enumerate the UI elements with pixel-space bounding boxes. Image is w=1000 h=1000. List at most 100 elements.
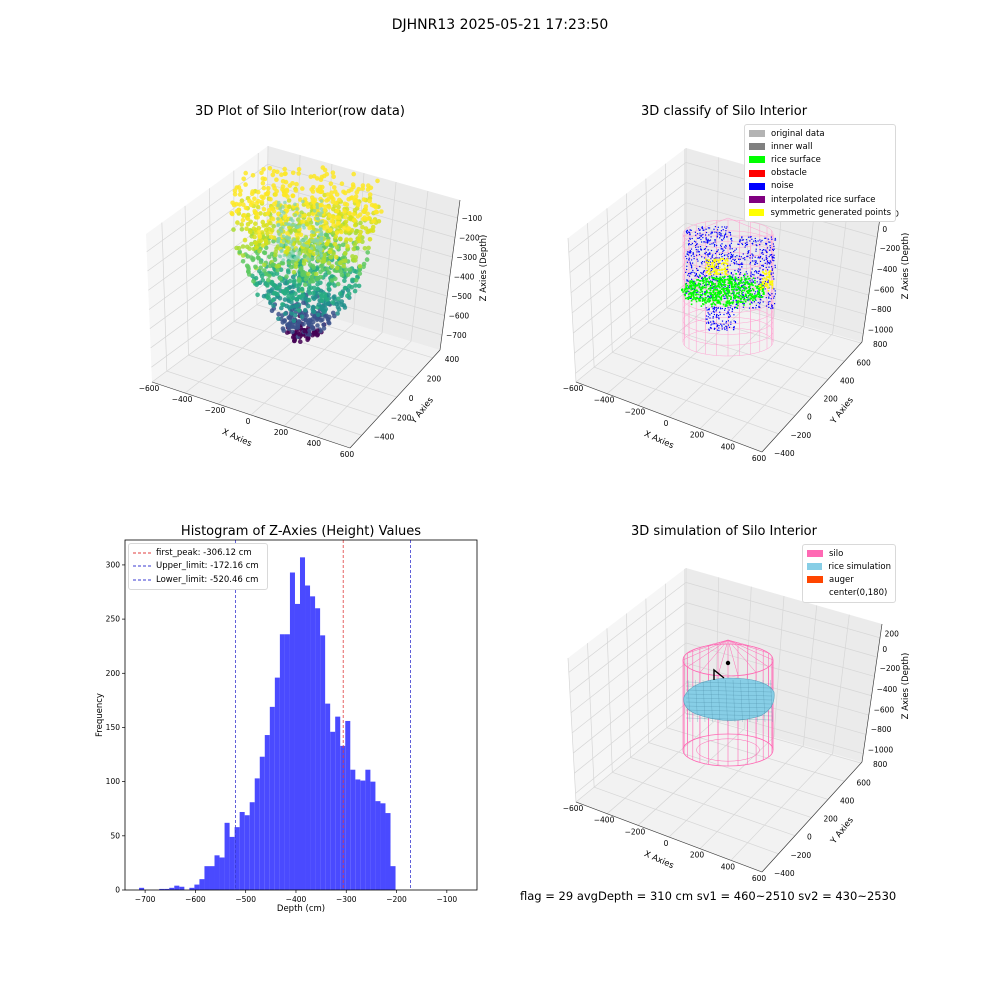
- data-point: [312, 209, 317, 213]
- data-point: [283, 200, 287, 205]
- data-point: [322, 167, 328, 173]
- rice-surface-point: [711, 283, 713, 286]
- noise-point: [691, 278, 693, 280]
- gridline: [571, 222, 872, 314]
- noise-point: [716, 251, 718, 253]
- rice-surface-point: [748, 278, 750, 280]
- noise-point: [690, 297, 692, 299]
- noise-point: [686, 261, 688, 263]
- rice-surface-point: [743, 281, 745, 284]
- noise-point: [743, 274, 745, 277]
- rice-surface-point: [731, 278, 734, 280]
- rice-surface-point: [721, 285, 723, 288]
- z-tick-label: −1000: [868, 746, 894, 755]
- gridline: [233, 170, 415, 378]
- rice-surface-point: [717, 302, 720, 304]
- data-point: [248, 219, 253, 225]
- noise-point: [709, 253, 711, 255]
- symmetric-point: [725, 262, 728, 265]
- noise-point: [709, 252, 711, 254]
- rice-surface-point: [720, 279, 723, 282]
- noise-point: [741, 294, 743, 296]
- data-point: [261, 195, 266, 200]
- data-point: [315, 216, 319, 221]
- data-point: [284, 187, 290, 193]
- noise-point: [754, 291, 757, 293]
- legend-item: Lower_limit: -520.46 cm: [133, 573, 263, 587]
- data-point: [325, 192, 331, 197]
- data-point: [319, 253, 324, 258]
- noise-point: [755, 250, 757, 252]
- noise-point: [714, 257, 717, 259]
- noise-point: [696, 254, 698, 256]
- gridline: [699, 185, 818, 429]
- rice-surface-point: [715, 294, 717, 297]
- rice-surface-point: [733, 281, 736, 283]
- rice-surface-point: [728, 300, 730, 302]
- noise-point: [730, 255, 732, 257]
- rice-surface-point: [725, 287, 728, 290]
- data-point: [339, 302, 345, 308]
- noise-point: [686, 268, 688, 271]
- rice-surface-point: [696, 297, 699, 299]
- noise-point: [721, 324, 723, 326]
- symmetric-point: [718, 261, 720, 264]
- data-point: [278, 207, 282, 211]
- noise-point: [705, 234, 707, 236]
- rice-surface-point: [732, 279, 735, 281]
- data-point: [365, 229, 370, 235]
- noise-point: [699, 296, 701, 298]
- data-point: [361, 197, 367, 202]
- rice-surface-point: [726, 296, 728, 298]
- noise-point: [766, 261, 768, 263]
- noise-point: [691, 266, 693, 268]
- rice-surface-point: [762, 288, 765, 290]
- noise-point: [754, 240, 757, 242]
- histogram-bar: [375, 801, 381, 890]
- noise-point: [721, 243, 723, 245]
- noise-point: [741, 266, 743, 268]
- noise-point: [766, 251, 768, 253]
- noise-point: [751, 260, 753, 262]
- noise-point: [767, 269, 769, 271]
- noise-point: [713, 328, 715, 330]
- data-point: [350, 257, 356, 263]
- noise-point: [735, 248, 737, 250]
- data-point: [352, 288, 358, 294]
- data-point: [373, 209, 379, 215]
- legend-swatch: [749, 143, 765, 151]
- noise-point: [733, 320, 735, 322]
- rice-surface-point: [758, 293, 760, 295]
- symmetric-point: [764, 284, 767, 286]
- noise-point: [763, 282, 766, 285]
- data-point: [355, 214, 361, 219]
- silo-roof-line: [717, 639, 729, 676]
- noise-point: [727, 256, 729, 258]
- rice-surface-point: [714, 285, 717, 287]
- noise-point: [759, 244, 761, 246]
- data-point: [338, 269, 344, 274]
- y-tick-label: 0: [807, 413, 812, 422]
- data-point: [291, 279, 297, 285]
- noise-point: [713, 322, 715, 325]
- noise-point: [694, 272, 696, 274]
- rice-surface-point: [699, 283, 701, 285]
- data-point: [281, 225, 285, 229]
- noise-point: [730, 323, 732, 325]
- noise-point: [689, 297, 691, 299]
- data-point: [253, 275, 259, 281]
- data-point: [319, 207, 324, 211]
- data-point: [305, 222, 310, 227]
- rice-surface-point: [684, 291, 687, 293]
- data-point: [277, 232, 281, 236]
- symmetric-point: [765, 272, 768, 274]
- panel-3-title: Histogram of Z-Axies (Height) Values: [180, 524, 422, 539]
- noise-point: [714, 226, 716, 228]
- noise-point: [763, 259, 765, 261]
- noise-point: [698, 274, 701, 276]
- rice-surface-point: [699, 280, 702, 282]
- symmetric-point: [717, 259, 719, 261]
- histogram-bar: [259, 756, 265, 890]
- noise-point: [695, 246, 697, 248]
- noise-point: [689, 234, 691, 236]
